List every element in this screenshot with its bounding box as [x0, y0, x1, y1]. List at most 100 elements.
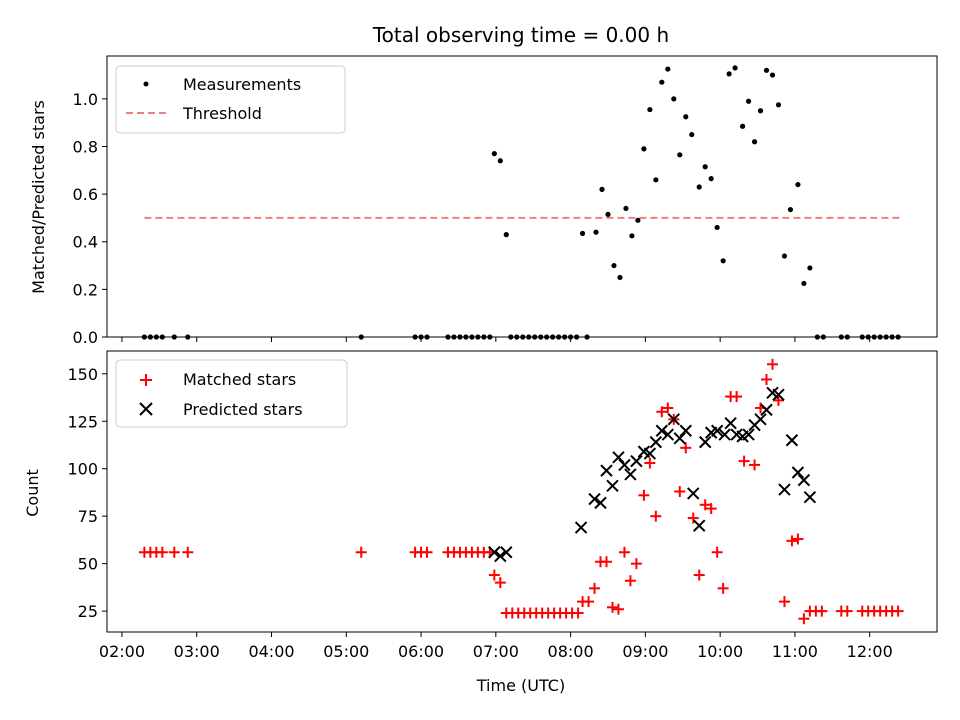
predicted-star-point: [803, 490, 817, 504]
predicted-star-stroke-b: [649, 435, 663, 449]
predicted-star-point: [649, 435, 663, 449]
predicted-star-point: [718, 428, 731, 441]
predicted-star-point: [785, 434, 799, 447]
matched-star-point: [892, 605, 904, 617]
predicted-star-stroke-b: [612, 451, 625, 464]
measurement-point: [665, 66, 671, 72]
bottom-x-tick-label: 10:00: [697, 642, 743, 661]
predicted-star-stroke-b: [655, 424, 669, 437]
top-y-ticks: 0.0 0.2 0.4 0.6 0.8 1.0: [73, 90, 107, 347]
measurements-legend-marker: [143, 81, 149, 87]
matched-star-point: [738, 455, 750, 467]
predicted-star-stroke-b: [797, 473, 811, 487]
measurement-point: [671, 96, 677, 102]
bottom-y-tick-label: 150: [67, 365, 98, 384]
top-panel: 0.0 0.2 0.4 0.6 0.8 1.0 Matched/Predicted sta…: [29, 55, 938, 347]
top-legend: Measurements Threshold: [115, 65, 346, 134]
matched-star-point: [778, 596, 790, 608]
predicted-star-point: [500, 546, 513, 559]
legend-threshold-label: Threshold: [182, 104, 262, 123]
matched-star-point: [583, 596, 595, 608]
predicted-star-stroke-b: [606, 479, 619, 493]
predicted-legend-marker: [139, 402, 153, 416]
predicted-star-point: [687, 487, 700, 500]
bottom-x-tick-label: 09:00: [622, 642, 668, 661]
measurement-point: [757, 108, 764, 114]
bottom-x-tick-label: 03:00: [174, 642, 220, 661]
measurement-point: [763, 67, 770, 73]
measurement-point: [775, 102, 782, 108]
predicted-star-stroke-b: [588, 492, 601, 506]
bottom-x-ticks: 02:00 03:00 04:00 05:00 06:00 07:00 08:00 09:00…: [99, 632, 893, 661]
predicted-star-stroke-b: [687, 487, 700, 500]
predicted-star-stroke-b: [574, 521, 588, 534]
measurement-point: [497, 158, 503, 164]
bottom-y-tick-label: 50: [78, 555, 98, 574]
predicted-star-stroke-b: [624, 468, 637, 481]
matched-star-point: [638, 489, 650, 501]
bottom-x-tick-label: 05:00: [323, 642, 369, 661]
matched-star-point: [156, 546, 168, 558]
measurement-point: [653, 177, 659, 183]
predicted-star-point: [494, 549, 507, 563]
predicted-star-stroke-b: [630, 454, 643, 468]
measurement-point: [503, 232, 509, 238]
matched-star-point: [731, 391, 743, 403]
predicted-star-stroke-b: [693, 519, 706, 532]
matched-star-point: [749, 459, 761, 471]
measurements-layer: [141, 65, 901, 340]
predicted-star-stroke-b: [600, 464, 613, 477]
predicted-star-stroke-b: [772, 388, 785, 401]
bottom-y-tick-label: 100: [67, 460, 98, 479]
predicted-star-point: [606, 479, 619, 493]
predicted-star-point: [772, 388, 785, 401]
predicted-stars-layer: [488, 386, 817, 563]
predicted-star-point: [643, 447, 657, 460]
matched-star-point: [650, 510, 662, 522]
matched-star-point: [798, 613, 810, 625]
measurement-point: [491, 151, 497, 157]
predicted-star-point: [661, 428, 675, 441]
top-plot-frame: [106, 55, 938, 338]
predicted-star-stroke-b: [618, 458, 631, 472]
bottom-x-tick-label: 06:00: [398, 642, 444, 661]
measurement-point: [708, 176, 714, 182]
matched-star-point: [589, 582, 601, 594]
predicted-star-stroke-b: [594, 496, 607, 510]
bottom-x-tick-label: 07:00: [473, 642, 519, 661]
measurement-point: [641, 146, 647, 152]
predicted-star-stroke-b: [730, 428, 743, 441]
measurement-point: [714, 224, 720, 231]
predicted-star-stroke-b: [778, 483, 791, 496]
bottom-y-axis-label: Count: [23, 469, 42, 517]
legend-matched-label: Matched stars: [183, 370, 296, 389]
matched-star-point: [421, 546, 433, 558]
matched-star-point: [680, 442, 692, 454]
matched-star-point: [630, 558, 642, 570]
matched-star-point: [841, 605, 853, 617]
measurement-point: [732, 65, 738, 71]
predicted-star-stroke-b: [754, 413, 767, 426]
predicted-star-stroke-b: [791, 466, 805, 479]
bottom-legend: Matched stars Predicted stars: [115, 359, 348, 428]
measurement-point: [659, 79, 665, 85]
legend-measurements-label: Measurements: [183, 75, 301, 94]
x-axis-label: Time (UTC): [476, 676, 565, 695]
measurement-point: [611, 262, 617, 269]
predicted-star-point: [630, 454, 643, 468]
measurement-point: [787, 206, 794, 213]
predicted-star-stroke-b: [494, 549, 507, 563]
bottom-x-tick-label: 02:00: [99, 642, 145, 661]
predicted-star-point: [679, 424, 692, 437]
bottom-x-tick-label: 11:00: [772, 642, 818, 661]
matched-star-point: [182, 546, 194, 558]
matched-star-point: [618, 546, 630, 558]
measurement-point: [635, 217, 641, 223]
predicted-star-stroke-b: [760, 403, 773, 417]
measurement-point: [689, 131, 695, 138]
matched-star-point: [711, 546, 723, 558]
matched-star-point: [600, 556, 612, 568]
bottom-x-tick-label: 08:00: [548, 642, 594, 661]
bottom-y-tick-label: 125: [67, 412, 98, 431]
measurement-point: [795, 181, 801, 188]
